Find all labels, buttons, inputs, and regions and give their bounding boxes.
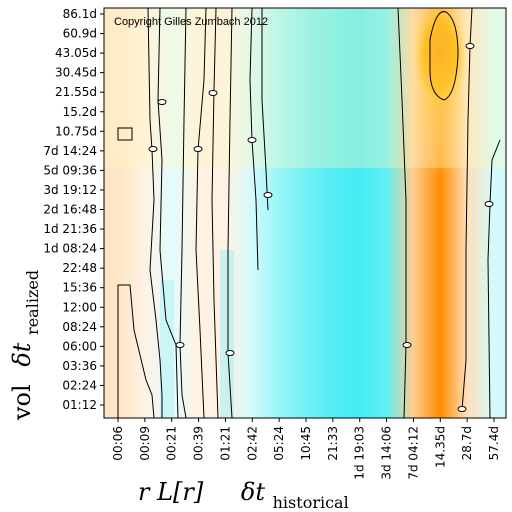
x-tick-label: 00:39 [192,426,206,461]
y-tick-label: 03:36 [62,359,97,373]
contour-small-loop [117,127,133,141]
contour-label [175,342,185,348]
x-axis-ticks: 00:06 00:09 00:21 00:39 01:21 02:42 05:24 10:45… [111,418,501,480]
x-tick-label: 1d 19:03 [353,426,367,480]
x-tick-label: 57.4d [487,426,501,460]
contour-line [179,8,187,418]
y-tick-label: 21.55d [55,85,97,99]
contour-label [225,350,235,356]
x-tick-label: 00:21 [165,426,179,461]
y-tick-label: 01:12 [62,398,97,412]
contour-line [429,11,459,101]
lower-left-cyan-strip-2 [220,250,234,418]
contour-label [208,90,218,96]
copyright-text: Copyright Gilles Zumbach 2012 [114,16,268,28]
contour-line [461,8,473,411]
y-tick-label: 3d 19:12 [43,183,97,197]
y-tick-label: 10.75d [55,124,97,138]
warm-spot [406,8,474,180]
x-axis-label-prefix: r L[r] [138,478,204,506]
y-tick-label: 08:24 [62,320,97,334]
heatmap-overlays [104,8,506,418]
contour-label [402,342,412,348]
x-axis-label: r L[r] δt historical [138,478,349,512]
y-tick-label: 60.9d [63,27,97,41]
y-axis-label-subscript: realized [23,270,42,335]
contour-line [211,8,219,418]
y-tick-label: 12:00 [62,300,97,314]
x-tick-label: 05:24 [272,426,286,461]
x-tick-label: 00:06 [111,426,125,461]
x-axis-label-subscript: historical [273,493,349,512]
plot-frame [103,7,507,419]
y-axis-label: vol δt realized [8,270,42,421]
x-tick-label: 28.7d [460,426,474,460]
contour-label [247,137,257,143]
y-tick-label: 86.1d [63,7,97,21]
contour-label [193,146,203,152]
y-tick-label: 1d 21:36 [43,222,97,236]
contour-line [261,8,269,211]
contour-line [147,8,163,418]
contour-line [195,8,207,418]
plot-area: Copyright Gilles Zumbach 2012 [103,7,507,419]
x-tick-label: 10:45 [299,426,313,461]
y-tick-label: 2d 16:48 [43,203,97,217]
contour-label [465,43,475,49]
svg-text:r L[r] δt historic: r L[r] δt historical [138,478,349,512]
lower-left-cyan-strip [160,280,174,418]
x-tick-label: 21:33 [326,426,340,461]
contour-line [397,8,407,418]
x-axis-label-symbol: δt [241,478,265,506]
contour-labels [148,43,494,412]
y-tick-label: 30.45d [55,66,97,80]
y-tick-label: 1d 08:24 [43,242,97,256]
y-axis-ticks: 86.1d 60.9d 43.05d 30.45d 21.55d 15.2d 10.75d 7… [43,7,104,412]
contour-label [157,99,167,105]
x-tick-label: 14.35d [433,426,447,468]
y-tick-label: 15:36 [62,281,97,295]
x-tick-label: 02:42 [245,426,259,461]
x-tick-label: 01:21 [218,426,232,461]
contour-line [117,284,155,418]
contour-label [484,201,494,207]
contour-label [263,192,273,198]
y-tick-label: 7d 14:24 [43,144,97,158]
x-tick-label: 7d 04:12 [406,426,420,480]
y-tick-label: 5d 09:36 [43,163,97,177]
y-tick-label: 06:00 [62,339,97,353]
contour-label [457,406,467,412]
y-axis-label-prefix: vol [8,384,36,421]
x-tick-label: 00:09 [138,426,152,461]
x-tick-label: 3d 14:06 [380,426,394,480]
contour-label [148,146,158,152]
y-tick-label: 02:24 [62,378,97,392]
contour-line [227,8,233,418]
y-tick-label: 43.05d [55,46,97,60]
svg-text:vol δt realized: vol δt realized [8,270,42,421]
y-axis-label-symbol: δt [8,342,36,366]
y-tick-label: 15.2d [63,105,97,119]
y-tick-label: 22:48 [62,261,97,275]
